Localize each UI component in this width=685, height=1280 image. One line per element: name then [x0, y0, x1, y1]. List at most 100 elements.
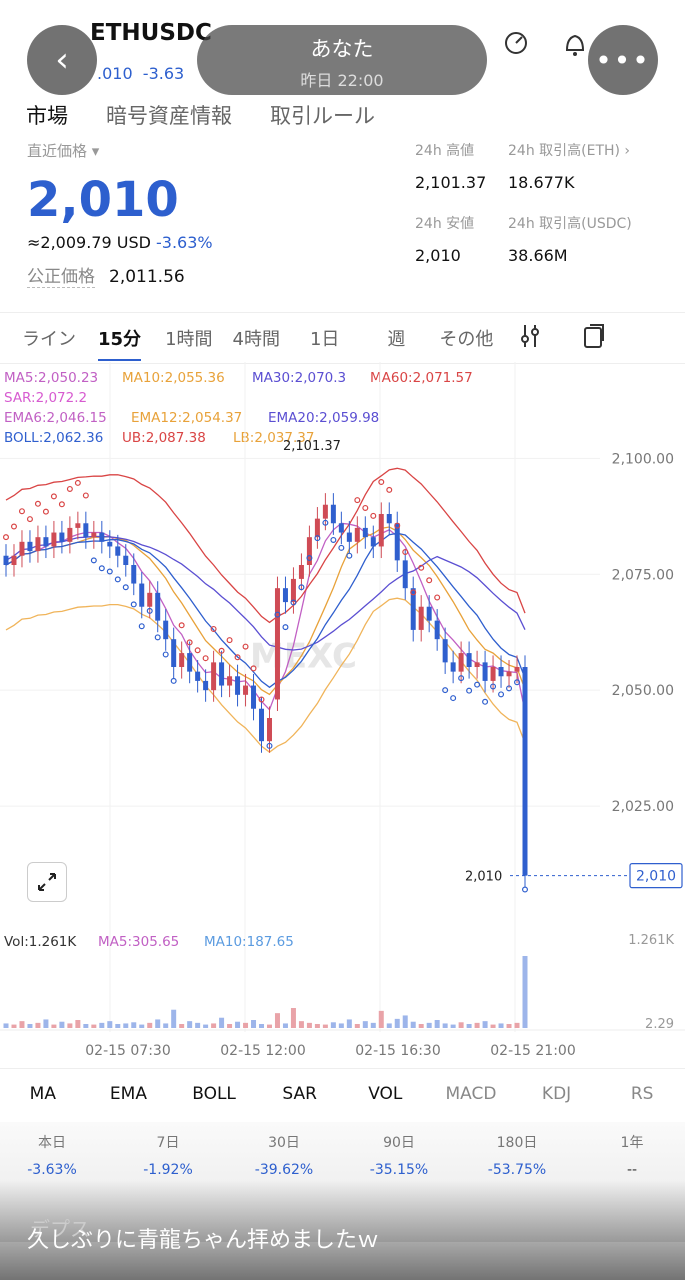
high-label: 24h 高値 — [415, 143, 475, 159]
tab-ma[interactable]: MA — [29, 1084, 56, 1104]
volume-bar — [410, 1021, 416, 1028]
candle — [83, 523, 89, 538]
sar-dot — [242, 643, 249, 650]
tab-trading-rules[interactable]: 取引ルール — [270, 104, 375, 128]
ub-legend: UB:2,087.38 — [122, 430, 206, 446]
ma5-line — [5, 522, 526, 712]
volume-bar — [338, 1023, 344, 1028]
ema12-legend: EMA12:2,054.37 — [131, 410, 243, 426]
volume-max-label: 1.261K — [628, 933, 674, 948]
story-caption: 久しぶりに青龍ちゃん拝めましたｗ — [27, 1228, 380, 1253]
volume-bar — [11, 1024, 17, 1028]
candle — [243, 685, 249, 695]
tab-macd[interactable]: MACD — [445, 1084, 497, 1104]
volume-bar — [211, 1023, 217, 1028]
tab-sar[interactable]: SAR — [282, 1084, 317, 1104]
fair-price: 公正価格 2,011.56 — [27, 267, 185, 288]
watermark: MEXC — [250, 637, 357, 677]
volume-bar — [171, 1009, 177, 1028]
candle — [171, 639, 177, 667]
volume-bar — [187, 1021, 193, 1028]
sar-dot — [466, 687, 473, 694]
tab-kdj[interactable]: KDJ — [541, 1084, 572, 1104]
volume-bar — [282, 1023, 288, 1028]
ma60-legend: MA60:2,071.57 — [370, 370, 473, 386]
tab-crypto-info[interactable]: 暗号資産情報 — [106, 104, 232, 128]
candle — [107, 541, 113, 547]
sar-dot — [514, 679, 521, 686]
sar-dot — [442, 687, 449, 694]
vol-eth-label[interactable]: 24h 取引高(ETH) › — [508, 143, 631, 159]
x-tick-label: 02-15 07:30 — [85, 1043, 170, 1059]
sar-dot — [154, 634, 161, 641]
perf-30d: 30日 -39.62% — [254, 1135, 314, 1178]
perf-180d: 180日 -53.75% — [487, 1135, 547, 1178]
sar-dot — [386, 486, 393, 493]
tab-market[interactable]: 市場 — [26, 104, 68, 128]
candle — [27, 541, 33, 552]
vol-usdc-label: 24h 取引高(USDC) — [508, 216, 632, 232]
indicator-settings-icon[interactable] — [519, 323, 541, 354]
interval-15m[interactable]: 15分 — [98, 325, 142, 361]
volume-legend: Vol:1.261K — [4, 934, 77, 950]
tab-boll[interactable]: BOLL — [192, 1084, 236, 1104]
sar-dot — [362, 504, 369, 511]
volume-bar — [466, 1024, 472, 1028]
candle — [43, 537, 49, 547]
volume-bar — [266, 1024, 272, 1028]
depth-tab-partial[interactable]: デプス — [30, 1217, 90, 1241]
sar-dot — [322, 519, 329, 526]
candle — [259, 708, 265, 742]
candle — [498, 667, 504, 677]
interval-more[interactable]: その他 — [439, 329, 494, 350]
interval-1d[interactable]: 1日 — [309, 329, 340, 350]
sar-dot — [290, 599, 297, 606]
boll-line — [5, 532, 526, 689]
sar-dot — [210, 625, 217, 632]
volume-bar — [442, 1023, 448, 1028]
sar-dot — [490, 683, 497, 690]
volume-bar — [354, 1024, 360, 1028]
sar-dot — [346, 552, 353, 559]
volume-bar — [251, 1020, 257, 1028]
sar-dot — [298, 584, 305, 591]
candle — [474, 662, 480, 667]
candle — [354, 527, 360, 542]
vol-eth-value: 18.677K — [508, 173, 575, 192]
candle — [346, 532, 352, 542]
volume-bar — [274, 1013, 280, 1028]
candle — [330, 504, 336, 524]
volume-bar — [91, 1024, 97, 1028]
reload-icon[interactable] — [503, 30, 529, 62]
y-tick-label: 2,075.00 — [612, 567, 674, 583]
vol-usdc-value: 38.66M — [508, 246, 568, 265]
interval-bar: ライン 15分 1時間 4時間 1日 週 その他 — [0, 312, 685, 364]
candle — [490, 667, 496, 681]
interval-1h[interactable]: 1時間 — [165, 329, 213, 350]
volume-bar — [290, 1008, 296, 1028]
interval-week[interactable]: 週 — [387, 329, 406, 350]
tab-vol[interactable]: VOL — [368, 1084, 403, 1104]
sar-dot — [426, 577, 433, 584]
tab-ema[interactable]: EMA — [109, 1084, 147, 1104]
candlestick-chart[interactable]: MEXC 2,100.00 2,075.00 2,050.00 2,025.00 2,1… — [0, 362, 685, 1068]
candle — [386, 514, 392, 524]
volume-bar — [35, 1022, 41, 1028]
volume-bar — [482, 1021, 488, 1028]
interval-line[interactable]: ライン — [22, 329, 76, 350]
sar-dot — [34, 500, 41, 507]
candle — [219, 662, 225, 686]
bell-icon[interactable] — [562, 30, 588, 64]
more-button[interactable]: ••• — [588, 25, 658, 95]
story-author-pill[interactable]: あなた 昨日 22:00 — [197, 25, 487, 95]
tab-rs[interactable]: RS — [630, 1084, 654, 1104]
volume-bar — [179, 1024, 185, 1028]
indicator-tabs: MA EMA BOLL SAR VOL MACD KDJ RS — [0, 1068, 685, 1119]
expand-icon[interactable] — [27, 862, 67, 902]
back-button[interactable]: ‹ — [27, 25, 97, 95]
volume-bar — [490, 1024, 496, 1028]
chart-layout-icon[interactable] — [583, 323, 605, 354]
volume-bar — [163, 1023, 169, 1028]
interval-4h[interactable]: 4時間 — [232, 329, 280, 350]
volume-bar — [227, 1024, 233, 1028]
